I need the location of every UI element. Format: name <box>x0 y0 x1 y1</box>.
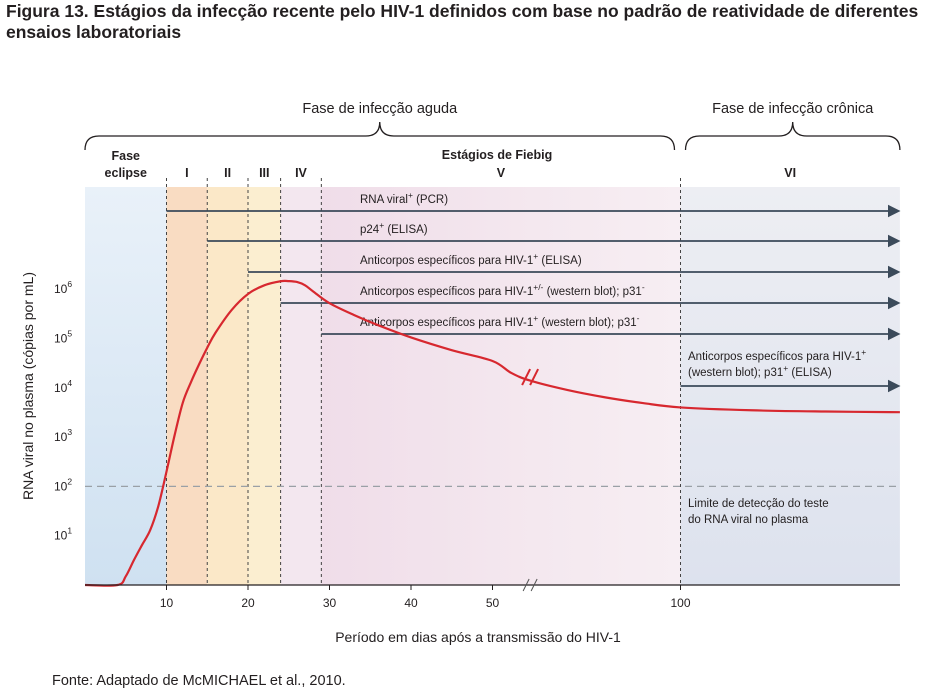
stage-label: Fase <box>112 149 141 163</box>
curve-break-mark <box>521 368 531 386</box>
axis-break-mark <box>522 578 530 592</box>
stage-band <box>166 187 208 585</box>
stage-band <box>248 187 281 585</box>
brace-chronic <box>684 121 901 151</box>
axes: 10 20 30 40 50 100 101 102 103 104 105 106 Período e… <box>20 272 900 645</box>
y-tick-label: 106 <box>54 279 72 296</box>
stage-band <box>280 187 322 585</box>
stage-label: III <box>259 166 269 180</box>
detection-limit-label: Limite de detecção do teste <box>688 498 829 510</box>
stage-band <box>321 187 681 585</box>
source-note: Fonte: Adaptado de McMICHAEL et al., 201… <box>52 673 346 689</box>
x-axis-label: Período em dias após a transmissão do HI… <box>335 629 621 645</box>
stage-band <box>207 187 248 585</box>
stage-label: IV <box>295 166 307 180</box>
header-background <box>85 148 900 187</box>
y-tick-label: 101 <box>54 526 72 543</box>
curve-break-mark <box>529 368 539 386</box>
assay-label: Anticorpos específicos para HIV-1+ <box>688 347 866 363</box>
stage-label: VI <box>784 166 796 180</box>
stage-dividers <box>166 178 681 585</box>
phase-label-acute: Fase de infecção aguda <box>302 101 458 117</box>
y-axis-label: RNA viral no plasma (cópias por mL) <box>20 272 36 500</box>
assay-label: Anticorpos específicos para HIV-1+ (west… <box>360 313 640 329</box>
figure-title: Figura 13. Estágios da infecção recente … <box>6 1 919 42</box>
assay-arrows: RNA viral+ (PCR) p24+ (ELISA) Anticorpos e… <box>166 190 901 393</box>
detection-limit: Limite de detecção do teste do RNA viral … <box>85 485 900 526</box>
fiebig-title: Estágios de Fiebig <box>442 148 552 162</box>
assay-label: Anticorpos específicos para HIV-1+ (ELIS… <box>360 251 582 267</box>
phase-braces: Fase de infecção aguda Fase de infecção c… <box>84 101 901 151</box>
viral-load-curve <box>84 279 900 587</box>
stage-label: eclipse <box>105 166 147 180</box>
x-tick-label: 50 <box>486 596 500 610</box>
assay-label: (western blot); p31+ (ELISA) <box>688 363 832 379</box>
axis-break-mark <box>530 578 538 592</box>
detection-limit-label: do RNA viral no plasma <box>688 514 809 526</box>
y-tick-label: 104 <box>54 378 72 395</box>
y-tick-label: 105 <box>54 329 72 346</box>
x-tick-label: 40 <box>404 596 418 610</box>
assay-label: Anticorpos específicos para HIV-1+/- (we… <box>360 282 645 298</box>
brace-acute <box>84 121 676 151</box>
x-tick-label: 30 <box>323 596 337 610</box>
stage-label: V <box>497 166 506 180</box>
y-tick-label: 103 <box>54 427 72 444</box>
stage-band <box>85 187 167 585</box>
phase-label-chronic: Fase de infecção crônica <box>712 101 874 117</box>
x-tick-label: 10 <box>160 596 174 610</box>
assay-label: p24+ (ELISA) <box>360 220 428 236</box>
x-tick-label: 100 <box>670 596 690 610</box>
viral-load-line <box>84 279 900 587</box>
stage-label: I <box>185 166 188 180</box>
stage-label: II <box>224 166 231 180</box>
y-tick-label: 102 <box>54 476 72 493</box>
assay-label: RNA viral+ (PCR) <box>360 190 448 206</box>
x-tick-label: 20 <box>241 596 255 610</box>
